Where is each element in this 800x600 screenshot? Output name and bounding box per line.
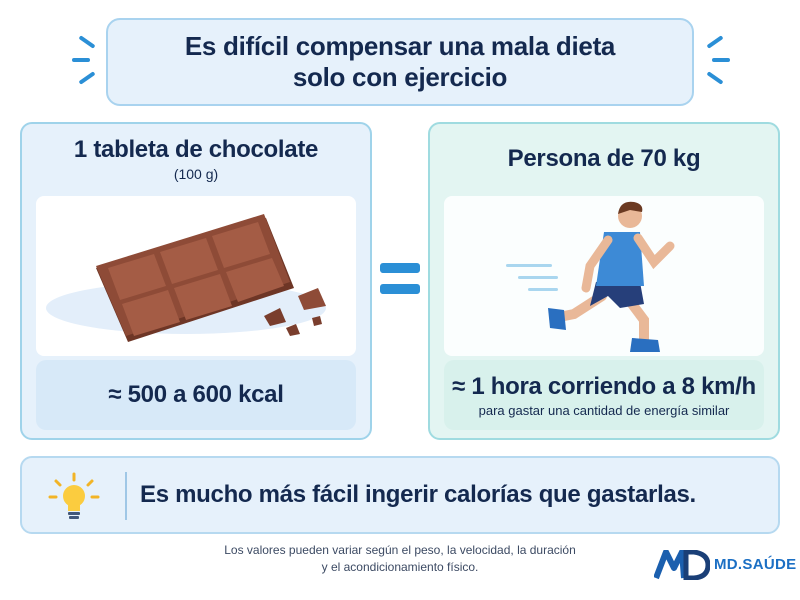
conclusion-banner: Es mucho más fácil ingerir calorías que … bbox=[20, 456, 780, 534]
chocolate-calories-box: ≈ 500 a 600 kcal bbox=[36, 360, 356, 430]
chocolate-panel-title: 1 tableta de chocolate bbox=[73, 136, 319, 163]
running-duration-note: para gastar una cantidad de energía simi… bbox=[478, 402, 730, 418]
title-line-2: solo con ejercicio bbox=[292, 62, 508, 92]
decor-dash bbox=[706, 71, 724, 85]
runner-panel-header: Persona de 70 kg bbox=[430, 124, 778, 194]
chocolate-panel-header: 1 tableta de chocolate (100 g) bbox=[22, 124, 370, 194]
decor-dash bbox=[706, 35, 724, 49]
decor-dash bbox=[78, 71, 96, 85]
lightbulb-icon bbox=[48, 472, 100, 519]
runner-panel-title: Persona de 70 kg bbox=[507, 145, 701, 172]
md-logo-mark-icon bbox=[654, 550, 710, 580]
chocolate-scene bbox=[36, 196, 356, 356]
title-line-1: Es difícil compensar una mala dieta bbox=[184, 31, 616, 61]
footnote: Los valores pueden variar según el peso,… bbox=[180, 542, 620, 576]
runner-panel: Persona de 70 kg ≈ 1 hora c bbox=[428, 122, 780, 440]
footnote-line-2: y el acondicionamiento físico. bbox=[321, 560, 479, 574]
decor-dash bbox=[712, 58, 730, 62]
chocolate-panel-subtitle: (100 g) bbox=[173, 166, 219, 182]
running-duration-box: ≈ 1 hora corriendo a 8 km/h para gastar … bbox=[444, 360, 764, 430]
footnote-line-1: Los valores pueden variar según el peso,… bbox=[224, 543, 576, 557]
running-duration: ≈ 1 hora corriendo a 8 km/h bbox=[452, 372, 756, 400]
conclusion-text: Es mucho más fácil ingerir calorías que … bbox=[140, 481, 696, 508]
equals-icon bbox=[380, 263, 420, 273]
decor-dash bbox=[72, 58, 90, 62]
decor-dash bbox=[78, 35, 96, 49]
runner-scene bbox=[444, 196, 764, 356]
running-person-icon bbox=[506, 201, 675, 352]
chocolate-bar-icon bbox=[46, 214, 326, 342]
brand-logo: MD.SAÚDE bbox=[654, 550, 796, 580]
chocolate-calories: ≈ 500 a 600 kcal bbox=[108, 381, 284, 408]
equals-icon bbox=[380, 284, 420, 294]
chocolate-panel: 1 tableta de chocolate (100 g) ≈ 500 a 6… bbox=[20, 122, 372, 440]
title-banner: Es difícil compensar una mala dieta solo… bbox=[106, 18, 694, 106]
conclusion-divider bbox=[125, 472, 127, 520]
logo-text: MD.SAÚDE bbox=[714, 556, 797, 573]
